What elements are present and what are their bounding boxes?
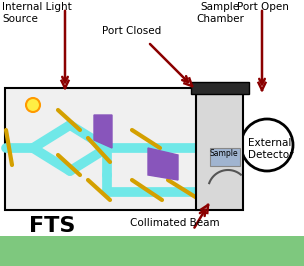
Circle shape xyxy=(26,98,40,112)
Polygon shape xyxy=(94,115,112,148)
Text: Internal Light
Source: Internal Light Source xyxy=(2,2,72,24)
Text: Sample: Sample xyxy=(210,149,238,158)
Bar xyxy=(5,88,200,210)
Text: FTS: FTS xyxy=(29,216,75,236)
Bar xyxy=(0,236,304,266)
Bar xyxy=(210,148,240,166)
Text: Port Open: Port Open xyxy=(237,2,289,12)
Polygon shape xyxy=(148,148,178,180)
Text: External
Detector: External Detector xyxy=(248,138,293,160)
Circle shape xyxy=(241,119,293,171)
Bar xyxy=(191,82,249,94)
Text: Sample
Chamber: Sample Chamber xyxy=(196,2,244,24)
Text: Port Closed: Port Closed xyxy=(102,26,162,36)
Bar xyxy=(196,88,243,210)
Text: Collimated Beam: Collimated Beam xyxy=(130,218,220,228)
